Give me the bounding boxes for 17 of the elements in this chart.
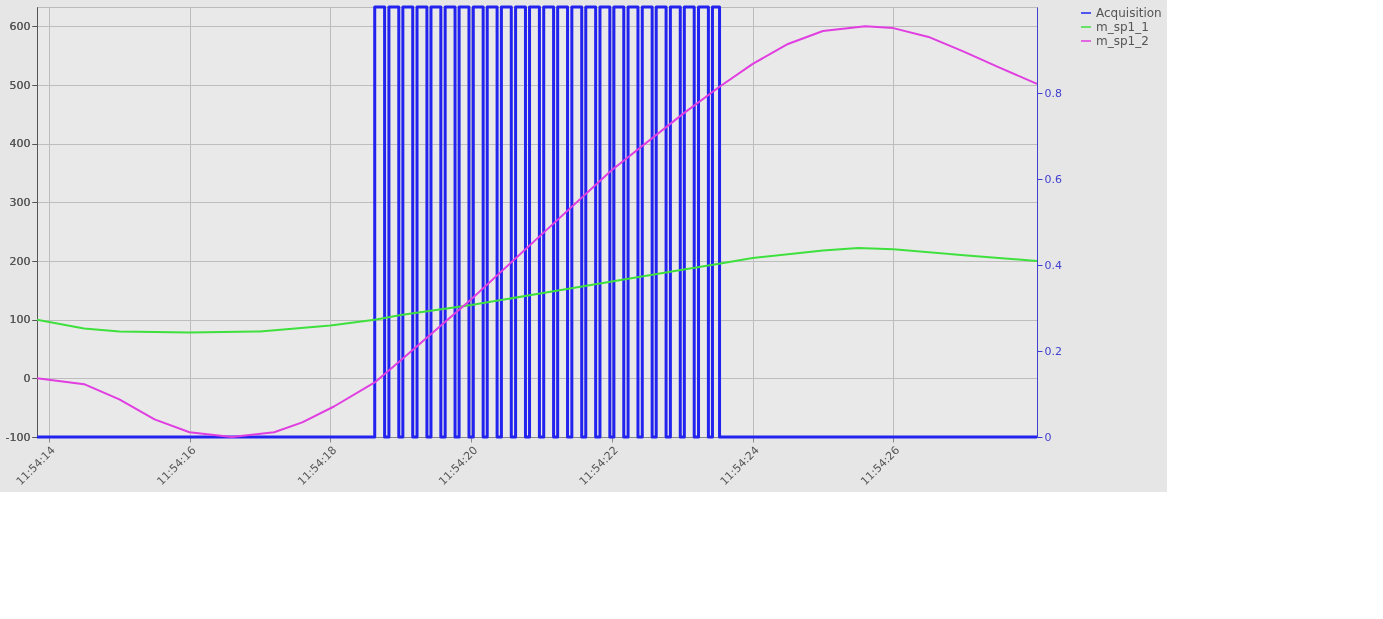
y2-tick-label: 0.4 bbox=[1044, 258, 1062, 272]
legend-label: Acquisition bbox=[1096, 6, 1162, 20]
y2-tick-label: 0 bbox=[1044, 430, 1052, 444]
y-tick-label: -100 bbox=[5, 430, 31, 444]
legend-label: m_sp1_1 bbox=[1096, 20, 1149, 34]
y-tick-label: 0 bbox=[23, 371, 31, 385]
legend-label: m_sp1_2 bbox=[1096, 34, 1149, 48]
line-series bbox=[36, 247, 1038, 334]
y2-tick-label: 0.2 bbox=[1044, 344, 1062, 358]
y-tick-label: 200 bbox=[9, 254, 31, 268]
y2-tick-label: 0.6 bbox=[1044, 172, 1062, 186]
y-tick-label: 400 bbox=[9, 137, 31, 151]
y2-tick-label: 0.8 bbox=[1044, 86, 1062, 100]
y-tick-label: 100 bbox=[9, 313, 31, 327]
y-tick-label: 300 bbox=[9, 195, 31, 209]
y-tick-label: 600 bbox=[9, 19, 31, 33]
y-tick-label: 500 bbox=[9, 78, 31, 92]
